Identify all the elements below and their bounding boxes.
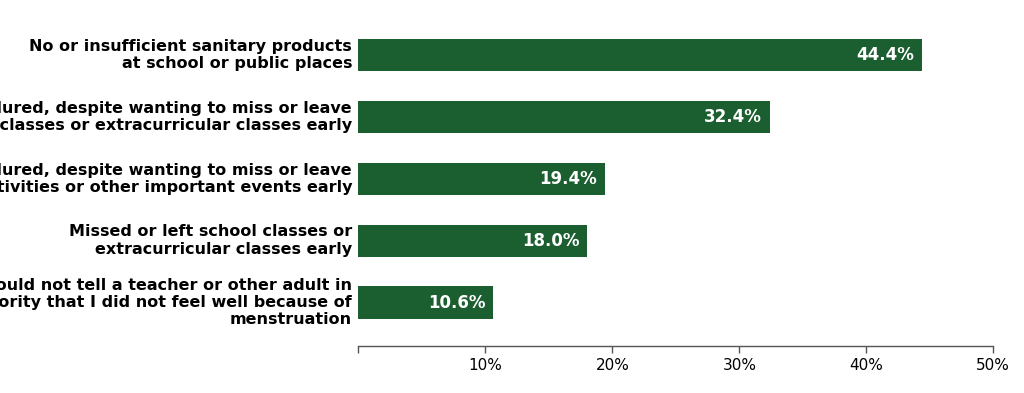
Text: 44.4%: 44.4% xyxy=(857,46,914,64)
Text: Missed or left school classes or
extracurricular classes early: Missed or left school classes or extracu… xyxy=(69,224,352,257)
Bar xyxy=(358,101,770,133)
Text: Endured, despite wanting to miss or leave
club activities or other important eve: Endured, despite wanting to miss or leav… xyxy=(0,163,352,195)
Text: 10.6%: 10.6% xyxy=(428,294,485,312)
Bar xyxy=(358,39,923,71)
Bar xyxy=(358,224,587,257)
Text: 32.4%: 32.4% xyxy=(705,108,762,126)
Text: No or insufficient sanitary products
at school or public places: No or insufficient sanitary products at … xyxy=(30,39,352,71)
Bar xyxy=(358,286,493,319)
Bar xyxy=(358,163,605,195)
Text: 18.0%: 18.0% xyxy=(522,232,580,250)
Text: Could not tell a teacher or other adult in
authority that I did not feel well be: Could not tell a teacher or other adult … xyxy=(0,277,352,327)
Text: Endured, despite wanting to miss or leave
school classes or extracurricular clas: Endured, despite wanting to miss or leav… xyxy=(0,101,352,133)
Text: 19.4%: 19.4% xyxy=(540,170,597,188)
